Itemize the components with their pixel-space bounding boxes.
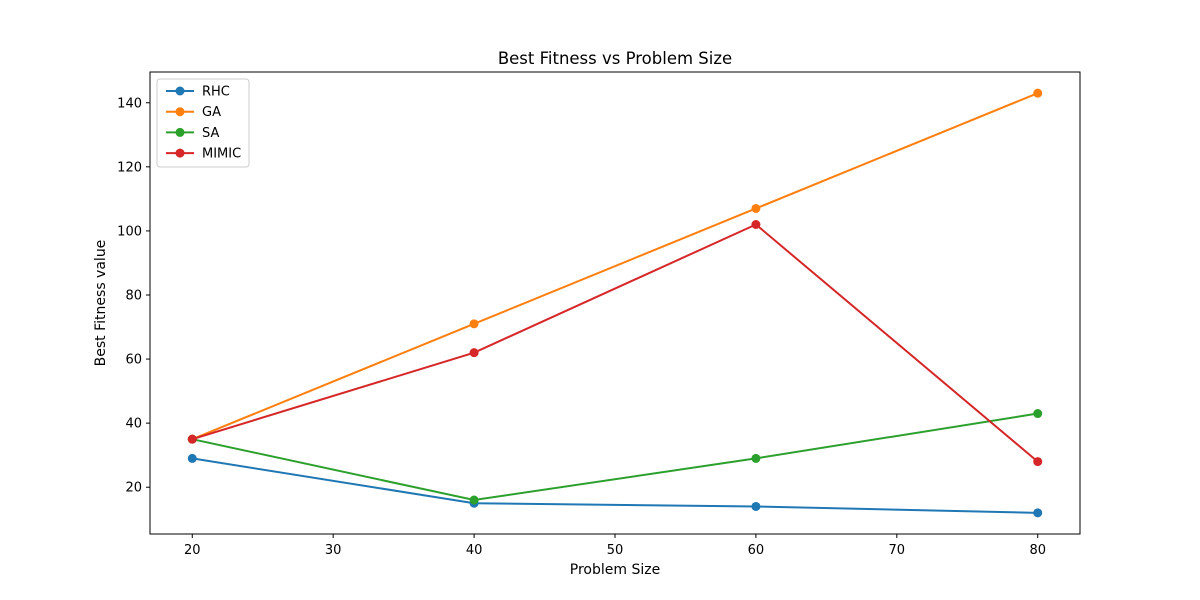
plot-area — [187, 88, 1043, 518]
x-tick-label: 40 — [466, 543, 483, 558]
x-tick-label: 70 — [889, 543, 906, 558]
x-tick-label: 80 — [1029, 543, 1046, 558]
data-point — [751, 453, 761, 463]
legend-box — [156, 78, 250, 168]
series-line — [191, 223, 1039, 463]
data-point — [187, 434, 197, 444]
data-point — [469, 348, 479, 358]
legend-label: GA — [202, 105, 221, 120]
data-point — [751, 501, 761, 511]
y-tick-label: 40 — [125, 417, 142, 432]
data-point — [469, 319, 479, 329]
x-axis-label: Problem Size — [570, 562, 660, 578]
legend-item: RHC — [166, 85, 230, 100]
legend-marker — [175, 86, 185, 96]
data-point — [1033, 457, 1043, 467]
y-tick-label: 80 — [125, 288, 142, 303]
x-axis: 20 30 40 50 60 70 80 — [184, 534, 1046, 558]
data-point — [1033, 508, 1043, 518]
legend-item: MIMIC — [166, 147, 241, 162]
series-mimic — [187, 220, 1043, 467]
legend-marker — [175, 127, 185, 137]
series-line — [192, 457, 1038, 514]
legend-item: GA — [166, 105, 221, 120]
series-sa — [187, 409, 1043, 505]
data-point — [187, 453, 197, 463]
x-tick-label: 20 — [184, 543, 201, 558]
data-point — [751, 220, 761, 230]
x-tick-label: 30 — [325, 543, 342, 558]
legend-marker — [175, 107, 185, 117]
x-tick-label: 60 — [748, 543, 765, 558]
plot-frame — [149, 71, 1081, 535]
data-point — [1033, 409, 1043, 419]
legend-item: SA — [166, 126, 219, 141]
y-tick-label: 60 — [125, 353, 142, 368]
legend-marker — [175, 148, 185, 158]
data-point — [1033, 88, 1043, 98]
y-axis: 20 40 60 80 100 120 140 — [117, 96, 150, 496]
legend: RHC GA SA MIMIC — [156, 78, 250, 168]
series-ga — [187, 88, 1043, 444]
legend-label: RHC — [202, 85, 230, 100]
legend-label: SA — [202, 126, 219, 141]
data-point — [751, 203, 761, 213]
x-tick-label: 50 — [607, 543, 624, 558]
y-tick-label: 120 — [117, 160, 142, 175]
series-line — [192, 412, 1038, 502]
series-line — [191, 92, 1039, 441]
y-tick-label: 20 — [125, 481, 142, 496]
series-rhc — [187, 453, 1043, 518]
chart-title: Best Fitness vs Problem Size — [498, 49, 732, 68]
y-tick-label: 140 — [117, 96, 142, 111]
legend-label: MIMIC — [202, 147, 241, 162]
data-point — [469, 495, 479, 505]
y-axis-label: Best Fitness value — [93, 240, 109, 367]
y-tick-label: 100 — [117, 224, 142, 239]
